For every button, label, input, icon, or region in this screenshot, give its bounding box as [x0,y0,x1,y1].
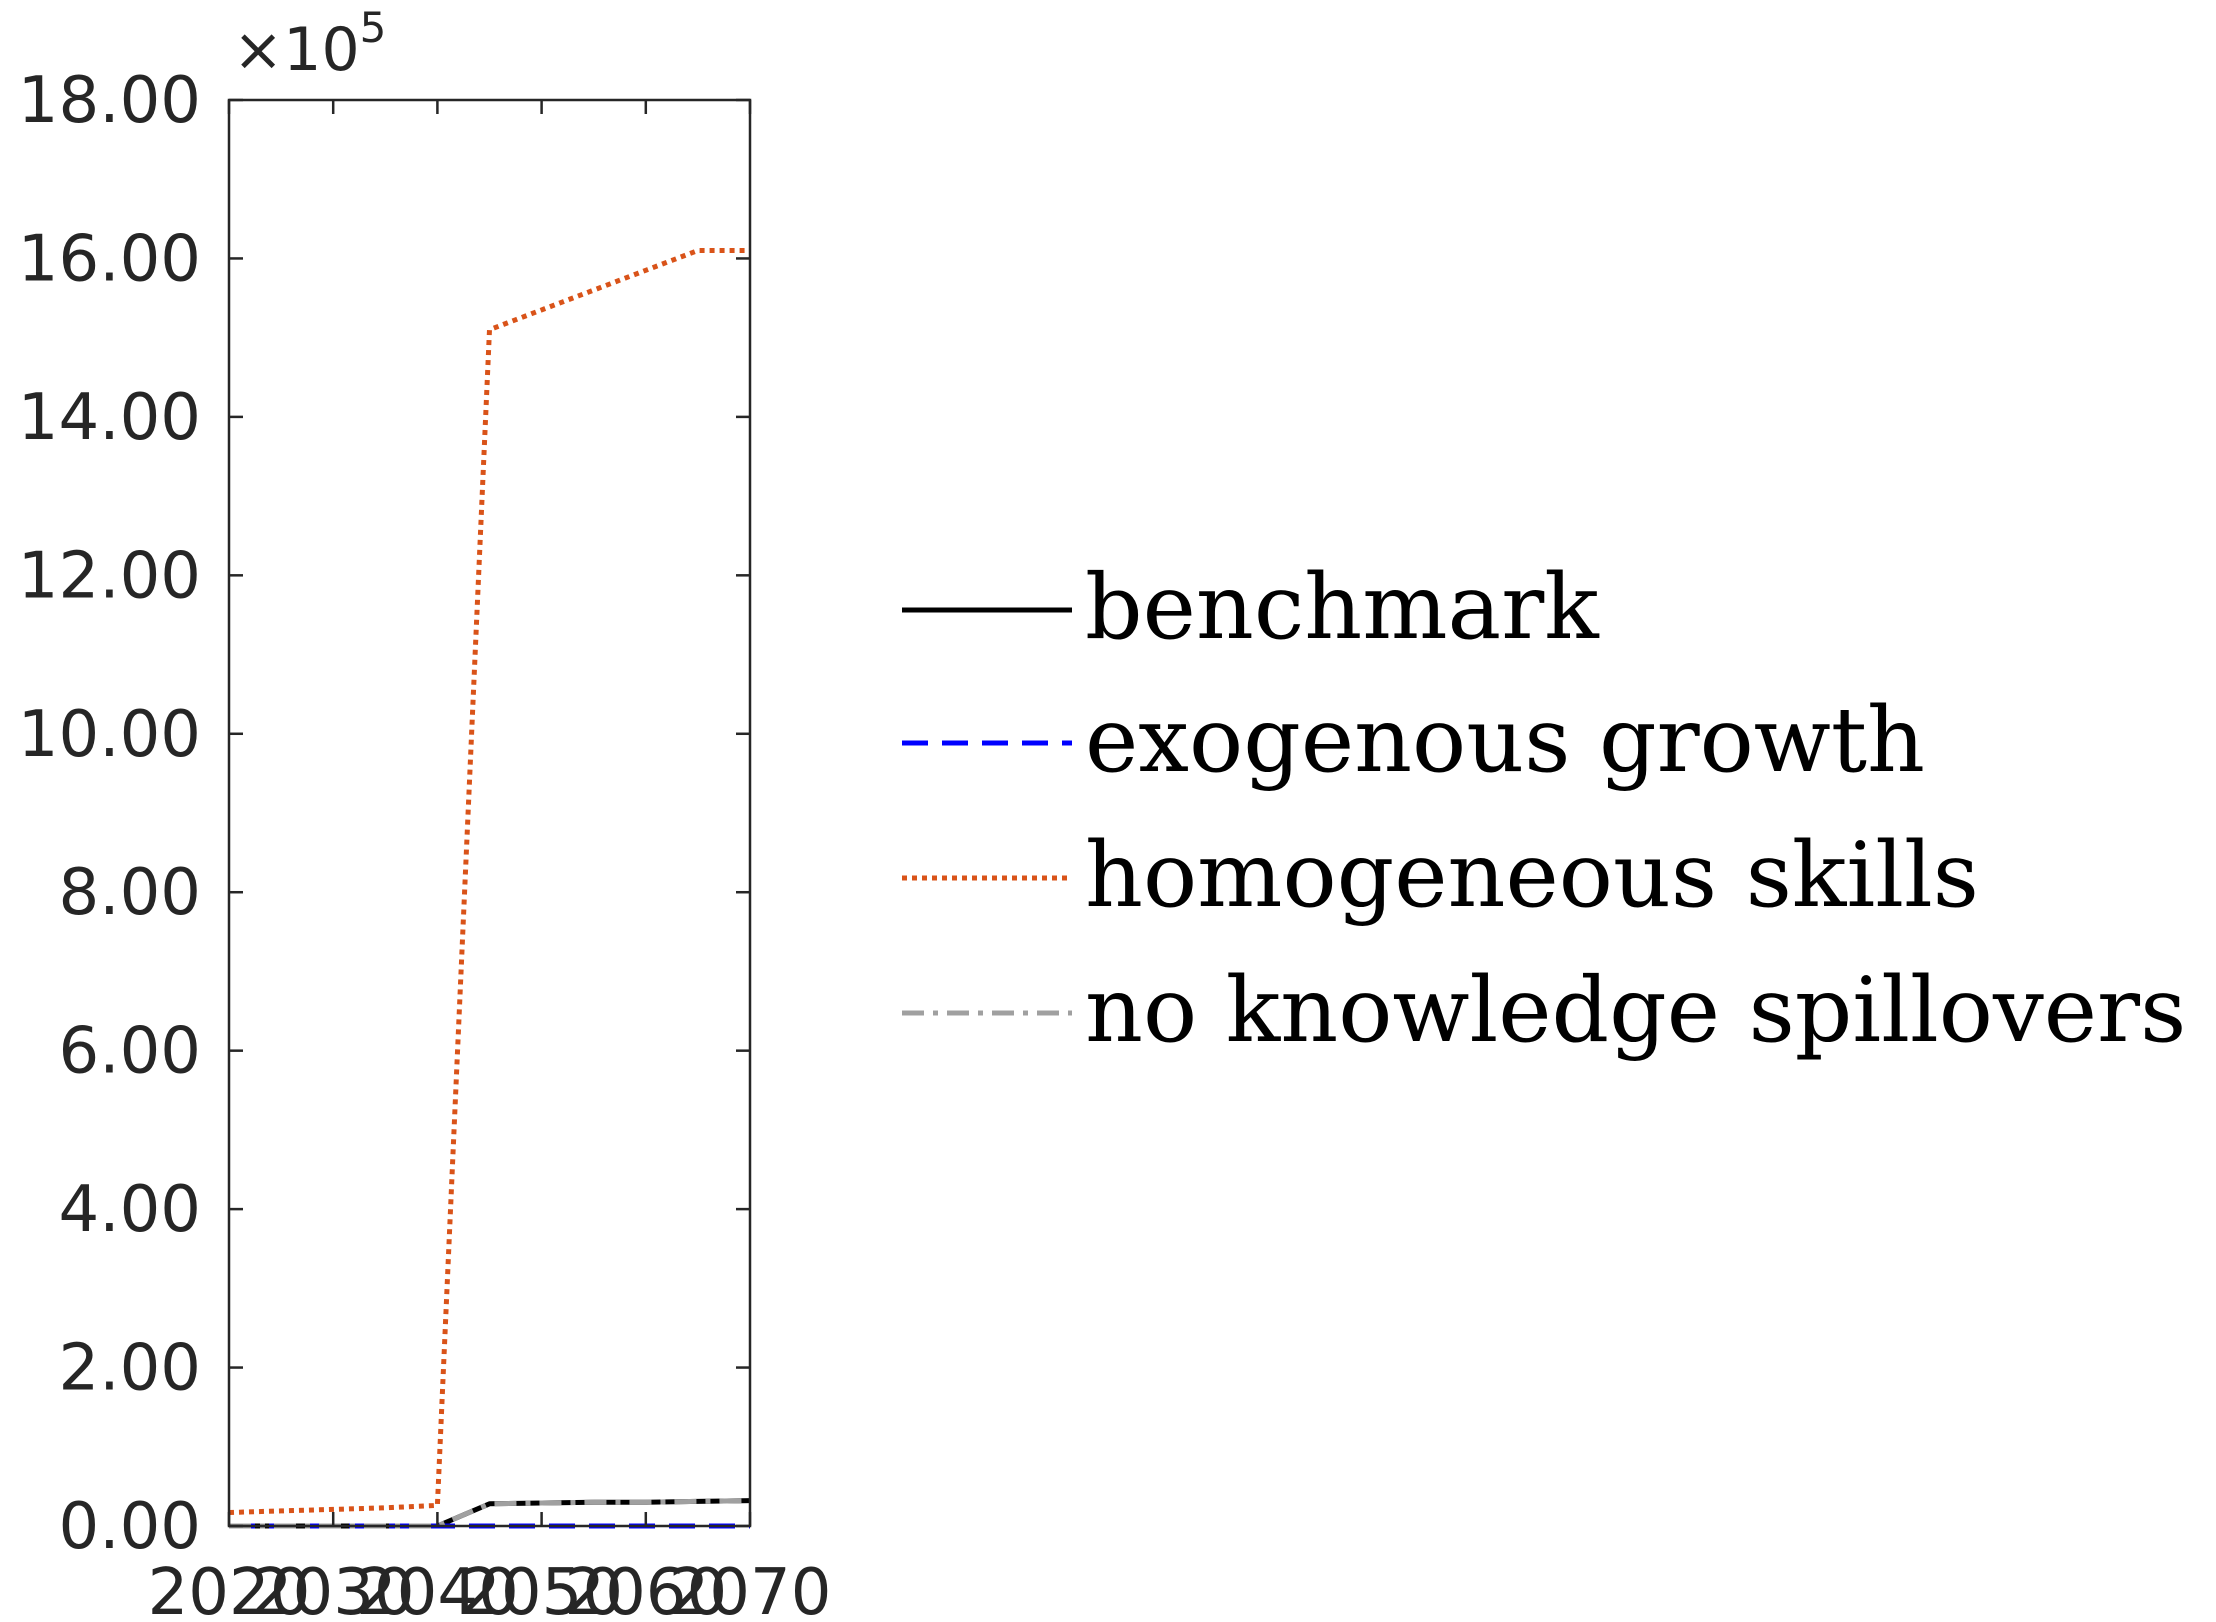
y-exponent-base: ×10 [233,15,360,85]
x-tick-label: 2020 [148,1556,311,1622]
x-tick-label: 2050 [460,1556,623,1622]
legend-label: homogeneous skills [1085,823,1979,928]
y-tick-label: 18.00 [18,64,201,138]
legend-label: exogenous growth [1085,688,1925,793]
y-tick-label: 16.00 [18,222,201,296]
series-line-benchmark [229,1498,751,1529]
legend: benchmark exogenous growth homogeneous ski… [902,555,2186,1063]
y-tick-label: 12.00 [18,539,201,613]
x-tick-label: 2040 [356,1556,519,1622]
y-exponent-power: 5 [360,3,387,52]
x-tick-label: 2030 [252,1556,415,1622]
y-tick-label: 6.00 [59,1015,202,1089]
series-line-homogeneous-skills [228,248,750,1515]
y-tick-label: 10.00 [18,698,201,772]
x-tick-label: 2070 [669,1556,832,1622]
x-tick-label: 2060 [564,1556,727,1622]
series-line-no-knowledge-spillovers [229,1498,751,1529]
axes: 0.00 2.00 4.00 6.00 8.00 10.00 12.00 14.00 16.00… [18,3,832,1622]
legend-label: benchmark [1085,555,1600,660]
legend-label: no knowledge spillovers [1085,958,2186,1063]
axes-box [227,98,752,1528]
y-tick-label: 2.00 [59,1332,202,1406]
y-tick-label: 8.00 [59,856,202,930]
plot-area [228,248,751,1529]
y-tick-label: 14.00 [18,381,201,455]
y-tick-label: 0.00 [59,1490,202,1564]
y-tick-label: 4.00 [59,1173,202,1247]
y-exponent-label: ×105 [233,3,386,85]
